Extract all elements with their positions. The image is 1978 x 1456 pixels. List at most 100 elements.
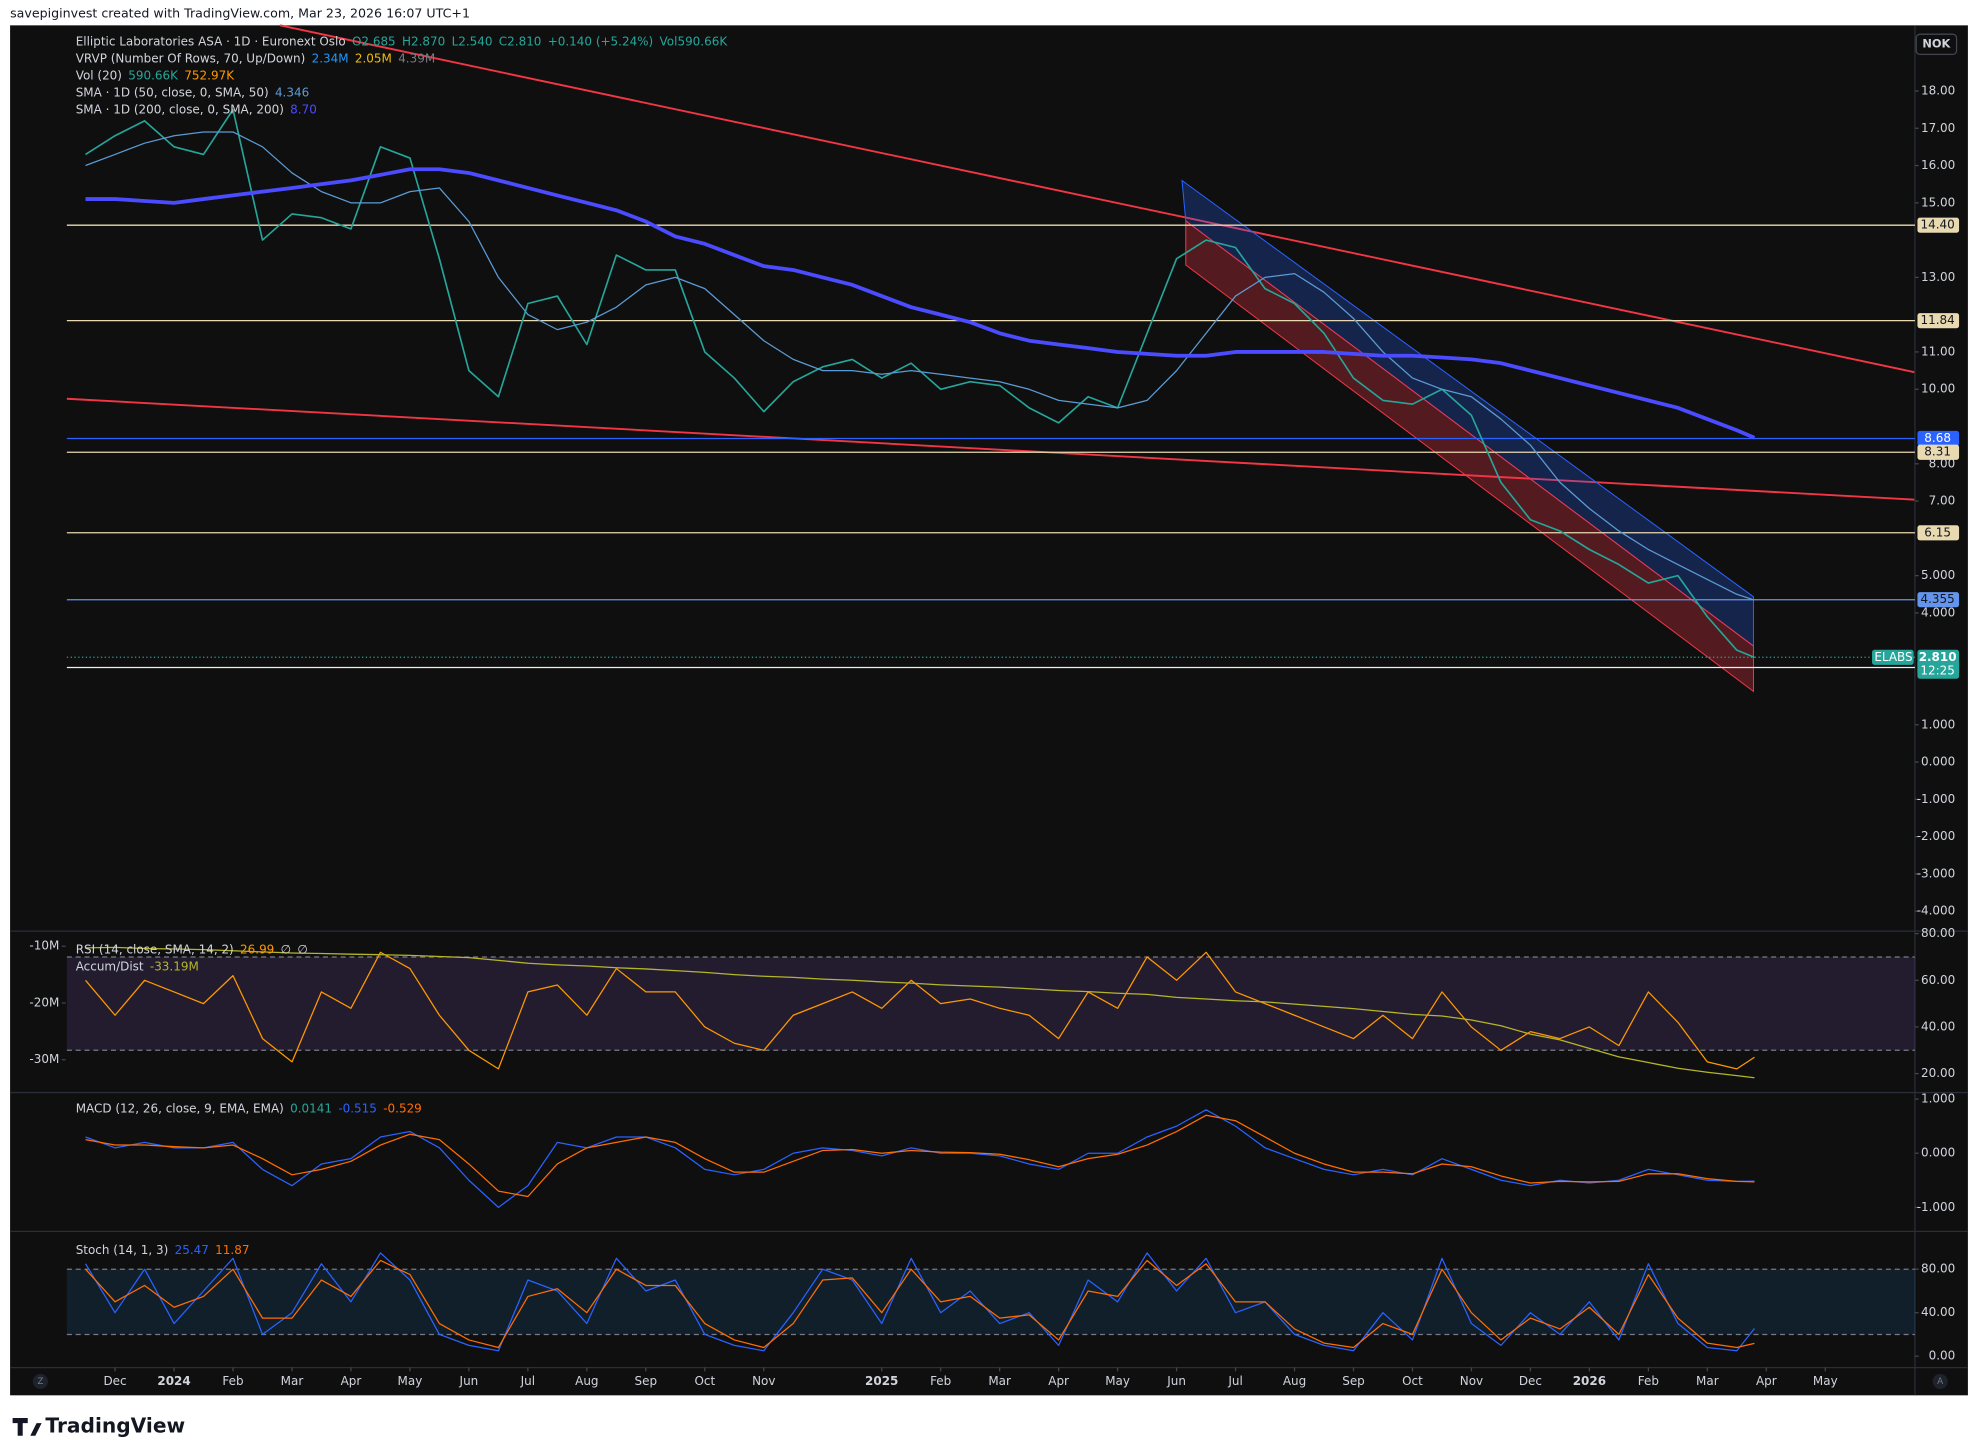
y-tick-label: 16.00 bbox=[1921, 158, 1955, 172]
x-tick-label: Jul bbox=[1227, 1374, 1242, 1388]
y-tick-label: 7.00 bbox=[1929, 494, 1956, 508]
y-tick-label: 40.00 bbox=[1921, 1019, 1955, 1033]
x-tick-label: Mar bbox=[1696, 1374, 1719, 1388]
y2-tick-label: -20M bbox=[29, 995, 59, 1009]
last-symbol: ELABS bbox=[1874, 650, 1912, 664]
price-level-label: 11.84 bbox=[1920, 313, 1954, 327]
y-tick-label: 80.00 bbox=[1921, 926, 1955, 940]
band-fill bbox=[66, 956, 1915, 1051]
corner-label: A bbox=[1937, 1377, 1943, 1387]
y-tick-label: 40.00 bbox=[1921, 1305, 1955, 1319]
y-tick-label: 20.00 bbox=[1921, 1066, 1955, 1080]
x-tick-label: Dec bbox=[103, 1374, 126, 1388]
x-tick-label: Mar bbox=[281, 1374, 304, 1388]
y-tick-label: 11.00 bbox=[1921, 344, 1955, 358]
legend-item: ∅ bbox=[297, 943, 307, 957]
x-tick-label: Sep bbox=[635, 1374, 658, 1388]
x-tick-label: Aug bbox=[1283, 1374, 1306, 1388]
y2-tick-label: -10M bbox=[29, 939, 59, 953]
legend-item: 11.87 bbox=[215, 1243, 249, 1257]
price-level-label: 6.15 bbox=[1924, 525, 1951, 539]
corner-label: Z bbox=[37, 1377, 43, 1387]
band-fill bbox=[66, 1269, 1915, 1335]
legend-item: 2.34M bbox=[312, 51, 349, 65]
legend-item: 4.39M bbox=[398, 51, 435, 65]
legend-item: MACD (12, 26, close, 9, EMA, EMA) bbox=[76, 1101, 284, 1115]
legend-item: C2.810 bbox=[499, 34, 542, 48]
x-tick-label: Oct bbox=[694, 1374, 715, 1388]
y-tick-label: 13.00 bbox=[1921, 270, 1955, 284]
legend-item: -0.515 bbox=[338, 1101, 377, 1115]
currency: NOK bbox=[1922, 36, 1951, 50]
price-level-label: 8.31 bbox=[1924, 445, 1951, 459]
x-tick-label: Jun bbox=[459, 1374, 479, 1388]
legend-item: 0.0141 bbox=[290, 1101, 332, 1115]
y-tick-label: 18.00 bbox=[1921, 83, 1955, 97]
x-tick-label: Jun bbox=[1166, 1374, 1186, 1388]
header: savepiginvest created with TradingView.c… bbox=[10, 6, 470, 21]
y-tick-label: -1.000 bbox=[1917, 792, 1956, 806]
price-level-label: 8.68 bbox=[1924, 431, 1951, 445]
y-tick-label: -3.000 bbox=[1917, 866, 1956, 880]
corner-button[interactable] bbox=[1932, 1373, 1948, 1390]
y-tick-label: -4.000 bbox=[1917, 904, 1956, 918]
y-tick-label: 10.00 bbox=[1921, 382, 1955, 396]
brand: TradingView bbox=[45, 1413, 185, 1437]
legend-item: 8.70 bbox=[290, 102, 317, 116]
y-tick-label: 1.000 bbox=[1921, 1092, 1955, 1106]
legend-item: 25.47 bbox=[175, 1243, 209, 1257]
y-tick-label: 60.00 bbox=[1921, 973, 1955, 987]
legend-item: -0.529 bbox=[383, 1101, 422, 1115]
chart-bg bbox=[10, 25, 1968, 1396]
currency-box[interactable] bbox=[1915, 33, 1958, 56]
legend-item: 4.346 bbox=[275, 85, 309, 99]
x-tick-label: Aug bbox=[575, 1374, 598, 1388]
legend-item: 752.97K bbox=[184, 68, 235, 82]
legend-item: -33.19M bbox=[150, 960, 199, 974]
x-tick-label: Feb bbox=[1638, 1374, 1659, 1388]
legend-item: Stoch (14, 1, 3) bbox=[76, 1243, 169, 1257]
series-line bbox=[85, 131, 1755, 601]
x-tick-label: Sep bbox=[1342, 1374, 1365, 1388]
legend-item: +0.140 (+5.24%) bbox=[548, 34, 654, 48]
y-tick-label: 0.000 bbox=[1921, 755, 1955, 769]
last-symbol-box bbox=[1872, 649, 1914, 665]
legend-item: Accum/Dist bbox=[76, 960, 144, 974]
price-level-label: 14.40 bbox=[1920, 218, 1954, 232]
legend-item: Vol590.66K bbox=[660, 34, 729, 48]
brand-logo bbox=[12, 1418, 42, 1436]
series-line bbox=[85, 951, 1755, 1070]
price-level-box bbox=[1917, 313, 1960, 329]
y-tick-label: 4.000 bbox=[1921, 605, 1955, 619]
series-line bbox=[85, 1259, 1755, 1349]
y2-tick-label: -30M bbox=[29, 1052, 59, 1066]
y-tick-label: 1.000 bbox=[1921, 717, 1955, 731]
x-tick-label: 2024 bbox=[157, 1374, 190, 1388]
price-level-box bbox=[1917, 592, 1960, 608]
corner-button[interactable] bbox=[32, 1373, 48, 1390]
legend-item: SMA · 1D (200, close, 0, SMA, 200) bbox=[76, 102, 284, 116]
series-line bbox=[85, 167, 1756, 440]
series-line bbox=[85, 1109, 1755, 1208]
y-tick-label: 17.00 bbox=[1921, 121, 1955, 135]
y-tick-label: -2.000 bbox=[1917, 829, 1956, 843]
x-tick-label: 2025 bbox=[865, 1374, 898, 1388]
last-price-label: 2.810 bbox=[1919, 650, 1957, 664]
x-tick-label: Nov bbox=[1460, 1374, 1483, 1388]
legend-item: ∅ bbox=[281, 943, 291, 957]
y-tick-label: 0.000 bbox=[1921, 1146, 1955, 1160]
legend-item: SMA · 1D (50, close, 0, SMA, 50) bbox=[76, 85, 269, 99]
series-line bbox=[85, 946, 1755, 1079]
x-tick-label: Mar bbox=[988, 1374, 1011, 1388]
x-tick-label: Apr bbox=[341, 1374, 362, 1388]
x-tick-label: 2026 bbox=[1573, 1374, 1606, 1388]
price-level-box bbox=[1917, 430, 1960, 447]
legend-item: H2.870 bbox=[402, 34, 445, 48]
x-tick-label: Oct bbox=[1402, 1374, 1423, 1388]
legend-item: O2.685 bbox=[352, 34, 396, 48]
legend-item: Elliptic Laboratories ASA · 1D · Euronex… bbox=[76, 34, 346, 48]
x-tick-label: Feb bbox=[222, 1374, 243, 1388]
y-tick-label: -1.000 bbox=[1917, 1200, 1956, 1214]
